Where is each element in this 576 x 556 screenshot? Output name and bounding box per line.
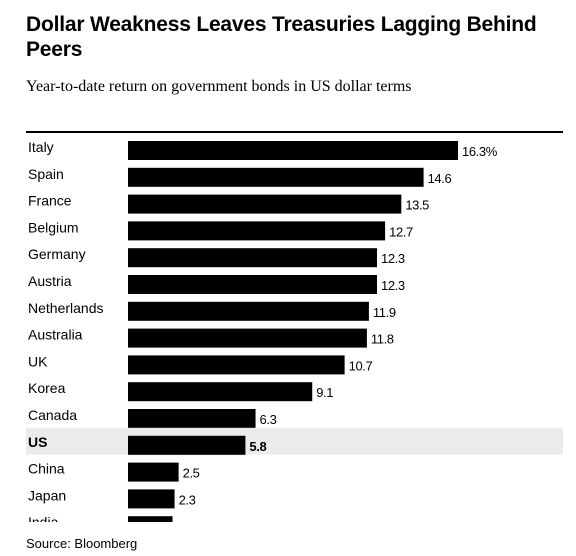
bar-uk <box>128 355 345 375</box>
value-label-italy: 16.3% <box>462 144 498 159</box>
bar-germany <box>128 248 378 268</box>
value-label-canada: 6.3 <box>260 412 277 427</box>
value-label-japan: 2.3 <box>179 492 196 507</box>
bar-austria <box>128 275 378 294</box>
value-label-spain: 14.6 <box>428 171 452 186</box>
chart-title: Dollar Weakness Leaves Treasuries Laggin… <box>26 13 537 61</box>
bar-netherlands <box>128 301 369 321</box>
bar-france <box>128 194 402 214</box>
bar-australia <box>128 328 367 348</box>
plot-area: Italy 16.3% Spain 14.6 France 13.5 Belgium 12.7… <box>26 133 563 522</box>
value-label-belgium: 12.7 <box>389 224 413 239</box>
value-label-us: 5.8 <box>249 439 266 454</box>
category-label-canada: Canada <box>28 407 77 423</box>
category-label-belgium: Belgium <box>28 219 79 235</box>
bar-us <box>128 435 246 455</box>
highlight-row-us <box>26 427 563 455</box>
category-label-france: France <box>28 193 72 209</box>
category-label-germany: Germany <box>28 246 86 262</box>
category-label-italy: Italy <box>28 139 54 155</box>
bar-italy <box>128 141 458 160</box>
category-label-spain: Spain <box>28 166 64 182</box>
value-label-germany: 12.3 <box>381 251 405 266</box>
value-label-korea: 9.1 <box>316 385 333 400</box>
category-label-australia: Australia <box>28 327 83 343</box>
value-label-australia: 11.8 <box>371 332 394 347</box>
category-label-japan: Japan <box>28 487 66 503</box>
bar-japan <box>128 489 175 509</box>
top-rule <box>26 131 563 133</box>
source-note: Source: Bloomberg <box>26 536 138 551</box>
category-label-korea: Korea <box>28 380 66 396</box>
value-label-china: 2.5 <box>183 466 200 481</box>
bar-spain <box>128 167 424 187</box>
value-label-austria: 12.3 <box>381 278 405 293</box>
category-label-india: India <box>28 514 59 522</box>
category-label-uk: UK <box>28 353 48 369</box>
bar-canada <box>128 409 256 428</box>
category-label-us: US <box>28 434 47 450</box>
category-label-china: China <box>28 461 65 477</box>
value-label-netherlands: 11.9 <box>373 305 396 320</box>
bar-korea <box>128 382 313 402</box>
value-label-india: 2.2 <box>177 519 194 522</box>
category-label-netherlands: Netherlands <box>28 300 104 316</box>
category-label-austria: Austria <box>28 273 72 289</box>
bar-chart: Italy 16.3% Spain 14.6 France 13.5 Belgium 12.7… <box>26 139 563 522</box>
value-label-uk: 10.7 <box>349 358 373 373</box>
bar-india <box>128 516 173 522</box>
chart-subtitle: Year-to-date return on government bonds … <box>26 78 412 95</box>
bar-china <box>128 462 179 482</box>
bar-belgium <box>128 221 386 241</box>
value-label-france: 13.5 <box>405 198 429 213</box>
